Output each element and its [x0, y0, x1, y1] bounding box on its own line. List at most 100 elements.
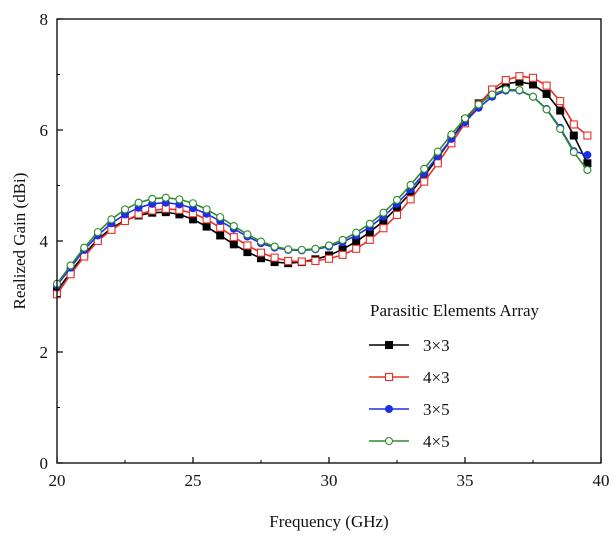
data-point [528, 92, 538, 101]
data-point [107, 215, 116, 224]
legend-marker [384, 372, 394, 382]
data-point [270, 253, 279, 262]
data-point [392, 210, 402, 219]
data-point [338, 235, 347, 244]
y-tick-label: 2 [40, 343, 49, 362]
data-point [569, 131, 578, 140]
data-point [243, 230, 252, 239]
data-point [148, 194, 157, 203]
data-point [501, 76, 510, 85]
data-point [556, 97, 565, 106]
data-point [542, 81, 551, 90]
y-tick-label: 0 [40, 454, 49, 473]
y-axis-title: Realized Gain (dBi) [10, 173, 29, 310]
x-tick-label: 25 [185, 471, 202, 490]
data-point [392, 195, 402, 204]
data-point [556, 124, 565, 133]
data-point [379, 208, 388, 217]
legend-label: 3×5 [423, 400, 450, 419]
data-point [188, 199, 198, 208]
legend-label: 4×3 [423, 368, 450, 387]
legend-entry: 3×5 [369, 400, 450, 419]
data-point [324, 254, 334, 263]
legend-label: 3×3 [423, 336, 450, 355]
data-point [229, 240, 238, 249]
data-point [352, 244, 361, 253]
data-point [529, 80, 537, 89]
series-line [56, 80, 589, 292]
data-point [433, 147, 442, 156]
data-point [488, 90, 497, 99]
data-point [420, 164, 429, 173]
data-point [229, 233, 238, 242]
data-point [379, 224, 388, 233]
data-point [202, 205, 211, 214]
legend-title: Parasitic Elements Array [370, 301, 540, 320]
legend-marker [384, 436, 394, 446]
data-point [284, 245, 293, 254]
series-layer [52, 72, 592, 299]
legend-marker [385, 341, 393, 349]
data-point [66, 261, 75, 270]
axes-layer: 20 25 30 35 40 0 2 4 6 8 [40, 10, 610, 490]
data-point [515, 72, 524, 81]
data-point [120, 205, 130, 214]
data-point [420, 177, 429, 186]
legend-entry: 4×5 [369, 432, 450, 451]
data-point [175, 195, 184, 204]
data-point [202, 222, 211, 231]
data-point [542, 105, 551, 114]
legend-label: 4×5 [423, 432, 450, 451]
data-point [107, 225, 116, 234]
data-point [501, 85, 510, 94]
y-tick-label: 6 [40, 121, 49, 140]
data-point [556, 106, 565, 115]
data-point [583, 131, 592, 140]
data-point [243, 248, 252, 257]
data-point [447, 130, 456, 139]
data-point [338, 250, 347, 259]
series-2 [52, 72, 592, 299]
series-1 [53, 77, 592, 295]
x-tick-label: 40 [593, 471, 610, 490]
legend-entry: 3×3 [369, 336, 450, 355]
data-point [80, 243, 89, 252]
data-point [216, 231, 225, 240]
x-tick-label: 35 [457, 471, 474, 490]
data-point [569, 120, 578, 129]
data-point [256, 237, 266, 246]
data-point [134, 210, 143, 219]
data-point [311, 244, 320, 253]
data-point [528, 73, 538, 82]
y-tick-label: 4 [40, 232, 49, 251]
data-point [474, 100, 483, 109]
data-point [365, 235, 374, 244]
data-point [284, 256, 293, 266]
legend: Parasitic Elements Array 3×3 4×3 3×5 4×5 [369, 301, 540, 451]
data-point [243, 241, 252, 250]
series-line [56, 75, 588, 295]
series-4 [52, 85, 592, 288]
x-axis-title: Frequency (GHz) [269, 512, 388, 531]
legend-marker [385, 405, 393, 413]
data-point [256, 248, 266, 257]
data-point [148, 206, 157, 215]
legend-entry: 4×3 [369, 368, 450, 387]
data-point [229, 221, 238, 231]
data-point [583, 165, 592, 175]
data-point [216, 213, 225, 222]
data-point [569, 148, 578, 157]
data-point [311, 256, 320, 266]
data-point [542, 89, 551, 98]
y-tick-label: 8 [40, 10, 49, 29]
x-tick-label: 20 [49, 471, 66, 490]
data-point [120, 216, 130, 226]
data-point [93, 228, 102, 237]
data-point [406, 180, 415, 189]
series-line [56, 88, 589, 285]
data-point [515, 85, 524, 95]
data-point [297, 245, 306, 254]
x-tick-label: 30 [321, 471, 338, 490]
data-point [583, 150, 592, 159]
